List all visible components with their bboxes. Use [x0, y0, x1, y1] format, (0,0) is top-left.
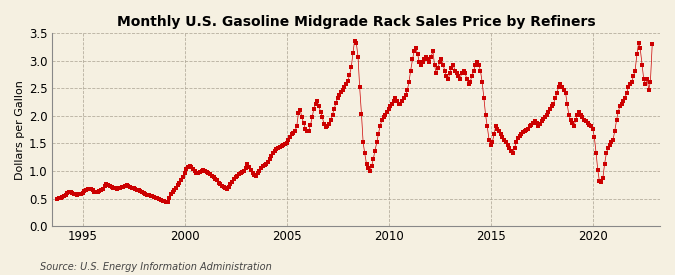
Title: Monthly U.S. Gasoline Midgrade Rack Sales Price by Refiners: Monthly U.S. Gasoline Midgrade Rack Sale…	[117, 15, 595, 29]
Y-axis label: Dollars per Gallon: Dollars per Gallon	[15, 80, 25, 180]
Text: Source: U.S. Energy Information Administration: Source: U.S. Energy Information Administ…	[40, 262, 272, 272]
